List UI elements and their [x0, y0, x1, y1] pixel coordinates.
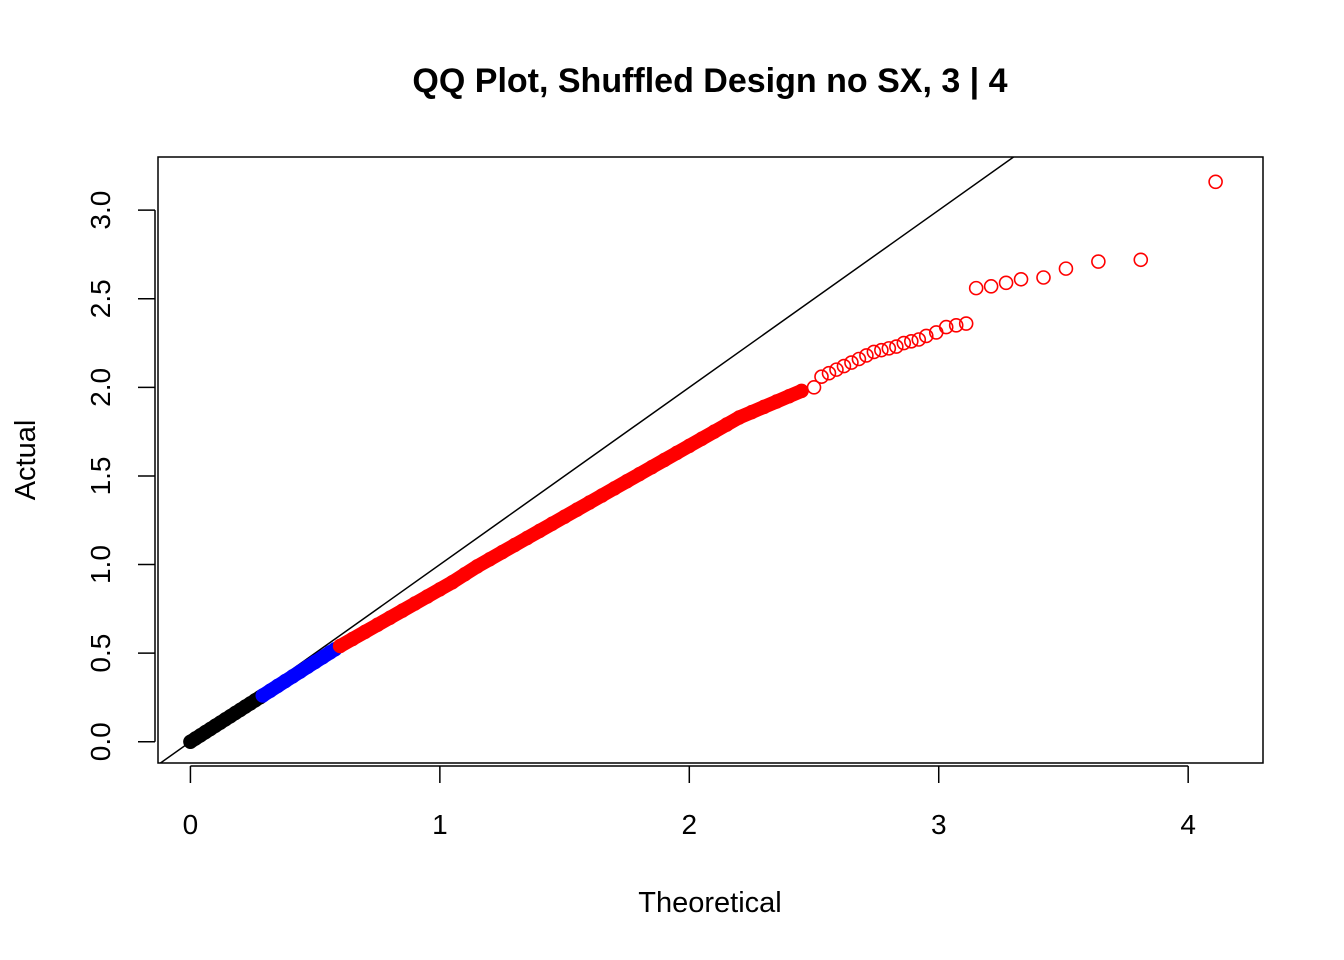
data-point: [1058, 261, 1074, 276]
data-point: [719, 417, 734, 432]
x-tick-label: 2: [682, 809, 698, 840]
y-tick-label: 2.0: [85, 368, 116, 407]
data-point: [881, 341, 897, 356]
data-point: [382, 610, 398, 625]
data-point: [332, 638, 348, 654]
data-point: [594, 488, 610, 503]
data-point: [889, 339, 904, 354]
data-point: [706, 424, 722, 439]
data-point: [829, 362, 844, 377]
data-point: [866, 344, 882, 360]
x-axis-label: Theoretical: [638, 887, 781, 919]
data-point: [494, 544, 510, 560]
data-point: [911, 332, 927, 347]
y-tick-label: 1.0: [85, 545, 116, 584]
data-point: [694, 431, 710, 446]
y-tick-label: 0.0: [85, 722, 116, 761]
data-point: [1208, 174, 1223, 190]
data-point: [968, 280, 984, 296]
x-tick-label: 3: [931, 809, 947, 840]
data-point: [632, 466, 647, 482]
data-point: [557, 509, 572, 524]
data-point: [1091, 254, 1106, 269]
data-point: [445, 575, 460, 590]
data-point: [544, 516, 560, 532]
data-point: [457, 567, 473, 582]
data-point: [859, 348, 874, 363]
data-point: [482, 551, 497, 567]
data-point: [644, 459, 660, 475]
data-point: [844, 355, 859, 370]
data-point: [345, 631, 360, 647]
x-tick-label: 4: [1180, 809, 1196, 840]
data-point: [619, 474, 635, 489]
data-point: [532, 523, 547, 539]
y-tick-label: 1.5: [85, 456, 116, 495]
data-point: [420, 589, 435, 604]
data-point: [569, 502, 585, 517]
data-point: [357, 624, 373, 640]
data-point: [731, 410, 747, 425]
x-tick-label: 0: [183, 809, 199, 840]
data-point: [851, 351, 867, 367]
data-point: [507, 537, 522, 553]
data-point: [682, 438, 697, 454]
data-point: [432, 582, 448, 597]
data-point: [769, 394, 784, 409]
data-point: [669, 445, 685, 461]
data-point: [607, 481, 622, 496]
data-point: [958, 316, 974, 331]
data-point: [582, 495, 597, 510]
data-point: [744, 404, 759, 420]
data-point: [407, 596, 423, 611]
data-point: [1133, 252, 1149, 268]
data-point: [983, 279, 999, 294]
data-point: [395, 603, 410, 618]
y-axis-label: Actual: [10, 420, 42, 501]
data-point: [794, 383, 809, 399]
data-point: [896, 335, 912, 351]
data-point: [998, 275, 1014, 291]
data-point: [948, 318, 964, 333]
data-point: [1013, 271, 1029, 287]
data-point: [756, 399, 772, 415]
data-point: [874, 342, 889, 358]
plot-frame: [157, 156, 1264, 764]
data-point: [918, 328, 934, 344]
chart-title: QQ Plot, Shuffled Design no SX, 3 | 4: [412, 62, 1007, 100]
data-point: [519, 530, 535, 546]
x-tick-label: 1: [432, 809, 448, 840]
data-point: [938, 319, 954, 335]
data-point: [903, 333, 919, 349]
y-tick-label: 3.0: [85, 191, 116, 230]
data-point: [836, 358, 852, 374]
data-point: [821, 365, 837, 381]
y-tick-label: 0.5: [85, 634, 116, 673]
data-point: [1036, 270, 1051, 285]
data-point: [806, 380, 822, 395]
data-point: [814, 369, 829, 385]
data-point: [370, 617, 385, 633]
data-point: [470, 559, 485, 574]
y-tick-label: 2.5: [85, 279, 116, 318]
data-point: [657, 452, 672, 468]
data-point: [781, 388, 797, 404]
